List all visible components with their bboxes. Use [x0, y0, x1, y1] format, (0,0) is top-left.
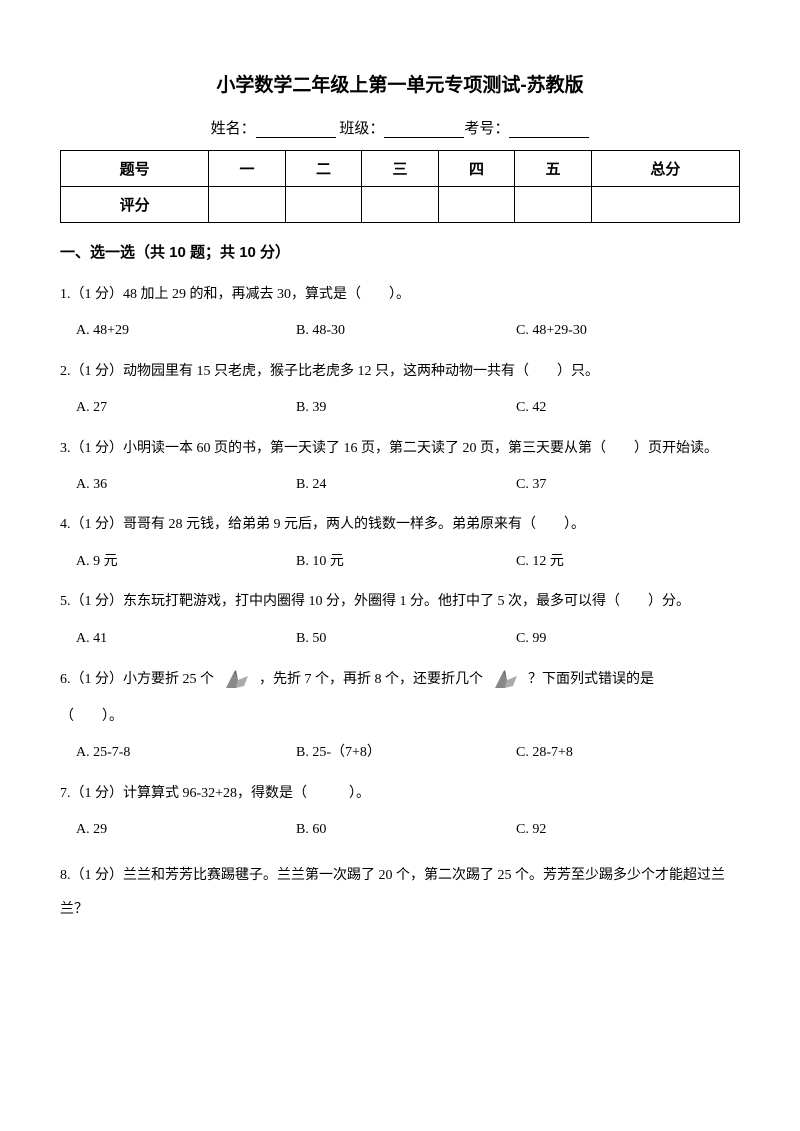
option-b: B. 60 [296, 819, 516, 841]
section-1-title: 一、选一选（共 10 题；共 10 分） [60, 241, 740, 262]
paper-crane-icon [222, 668, 252, 692]
question-7: 7.（1 分）计算算式 96-32+28，得数是（ ）。 A. 29 B. 60… [60, 783, 740, 842]
question-text: 8.（1 分）兰兰和芳芳比赛踢毽子。兰兰第一次踢了 20 个，第二次踢了 25 … [60, 859, 740, 926]
option-c: C. 42 [516, 397, 740, 419]
question-text: 2.（1 分）动物园里有 15 只老虎，猴子比老虎多 12 只，这两种动物一共有… [60, 361, 740, 383]
option-c: C. 12 元 [516, 551, 740, 573]
score-cell [285, 187, 362, 223]
question-text: 7.（1 分）计算算式 96-32+28，得数是（ ）。 [60, 783, 740, 805]
id-label: 考号： [464, 121, 509, 137]
question-2: 2.（1 分）动物园里有 15 只老虎，猴子比老虎多 12 只，这两种动物一共有… [60, 361, 740, 420]
question-4: 4.（1 分）哥哥有 28 元钱，给弟弟 9 元后，两人的钱数一样多。弟弟原来有… [60, 514, 740, 573]
option-a: A. 9 元 [76, 551, 296, 573]
options-row: A. 29 B. 60 C. 92 [60, 819, 740, 841]
score-cell [591, 187, 739, 223]
option-a: A. 48+29 [76, 320, 296, 342]
header-cell: 五 [515, 151, 592, 187]
q6-part3: ？下面列式错误的是 [528, 672, 654, 687]
option-a: A. 41 [76, 628, 296, 650]
option-c: C. 48+29-30 [516, 320, 740, 342]
option-a: A. 29 [76, 819, 296, 841]
option-a: A. 36 [76, 474, 296, 496]
question-text: 3.（1 分）小明读一本 60 页的书，第一天读了 16 页，第二天读了 20 … [60, 438, 740, 460]
option-c: C. 37 [516, 474, 740, 496]
question-3: 3.（1 分）小明读一本 60 页的书，第一天读了 16 页，第二天读了 20 … [60, 438, 740, 497]
option-b: B. 10 元 [296, 551, 516, 573]
option-b: B. 39 [296, 397, 516, 419]
option-c: C. 28-7+8 [516, 742, 740, 764]
header-cell: 二 [285, 151, 362, 187]
options-row: A. 41 B. 50 C. 99 [60, 628, 740, 650]
header-cell: 题号 [61, 151, 209, 187]
header-cell: 总分 [591, 151, 739, 187]
header-cell: 四 [438, 151, 515, 187]
name-blank [256, 122, 336, 138]
question-1: 1.（1 分）48 加上 29 的和，再减去 30，算式是（ ）。 A. 48+… [60, 284, 740, 343]
score-cell [515, 187, 592, 223]
score-cell [209, 187, 286, 223]
option-b: B. 25-（7+8） [296, 742, 516, 764]
class-label: 班级： [339, 121, 384, 137]
name-label: 姓名： [211, 121, 256, 137]
page-title: 小学数学二年级上第一单元专项测试-苏教版 [60, 70, 740, 97]
option-c: C. 99 [516, 628, 740, 650]
class-blank [384, 122, 464, 138]
options-row: A. 48+29 B. 48-30 C. 48+29-30 [60, 320, 740, 342]
header-cell: 一 [209, 151, 286, 187]
question-text: 1.（1 分）48 加上 29 的和，再减去 30，算式是（ ）。 [60, 284, 740, 306]
question-8: 8.（1 分）兰兰和芳芳比赛踢毽子。兰兰第一次踢了 20 个，第二次踢了 25 … [60, 859, 740, 926]
q6-part2: ，先折 7 个，再折 8 个，还要折几个 [259, 672, 483, 687]
score-header-row: 题号 一 二 三 四 五 总分 [61, 151, 740, 187]
score-table: 题号 一 二 三 四 五 总分 评分 [60, 150, 740, 223]
question-6: 6.（1 分）小方要折 25 个 ，先折 7 个，再折 8 个，还要折几个 ？下… [60, 668, 740, 765]
header-cell: 三 [362, 151, 439, 187]
score-cell [362, 187, 439, 223]
q6-part4: （ ）。 [60, 706, 740, 728]
score-value-row: 评分 [61, 187, 740, 223]
question-text: 5.（1 分）东东玩打靶游戏，打中内圈得 10 分，外圈得 1 分。他打中了 5… [60, 591, 740, 613]
option-c: C. 92 [516, 819, 740, 841]
option-a: A. 27 [76, 397, 296, 419]
option-b: B. 50 [296, 628, 516, 650]
option-a: A. 25-7-8 [76, 742, 296, 764]
question-text: 4.（1 分）哥哥有 28 元钱，给弟弟 9 元后，两人的钱数一样多。弟弟原来有… [60, 514, 740, 536]
score-cell [438, 187, 515, 223]
student-info-line: 姓名： 班级： 考号： [60, 117, 740, 138]
id-blank [509, 122, 589, 138]
options-row: A. 36 B. 24 C. 37 [60, 474, 740, 496]
option-b: B. 48-30 [296, 320, 516, 342]
options-row: A. 25-7-8 B. 25-（7+8） C. 28-7+8 [60, 742, 740, 764]
q6-part1: 6.（1 分）小方要折 25 个 [60, 672, 214, 687]
row-label-cell: 评分 [61, 187, 209, 223]
options-row: A. 27 B. 39 C. 42 [60, 397, 740, 419]
paper-crane-icon [491, 668, 521, 692]
option-b: B. 24 [296, 474, 516, 496]
question-5: 5.（1 分）东东玩打靶游戏，打中内圈得 10 分，外圈得 1 分。他打中了 5… [60, 591, 740, 650]
question-text: 6.（1 分）小方要折 25 个 ，先折 7 个，再折 8 个，还要折几个 ？下… [60, 668, 740, 692]
options-row: A. 9 元 B. 10 元 C. 12 元 [60, 551, 740, 573]
